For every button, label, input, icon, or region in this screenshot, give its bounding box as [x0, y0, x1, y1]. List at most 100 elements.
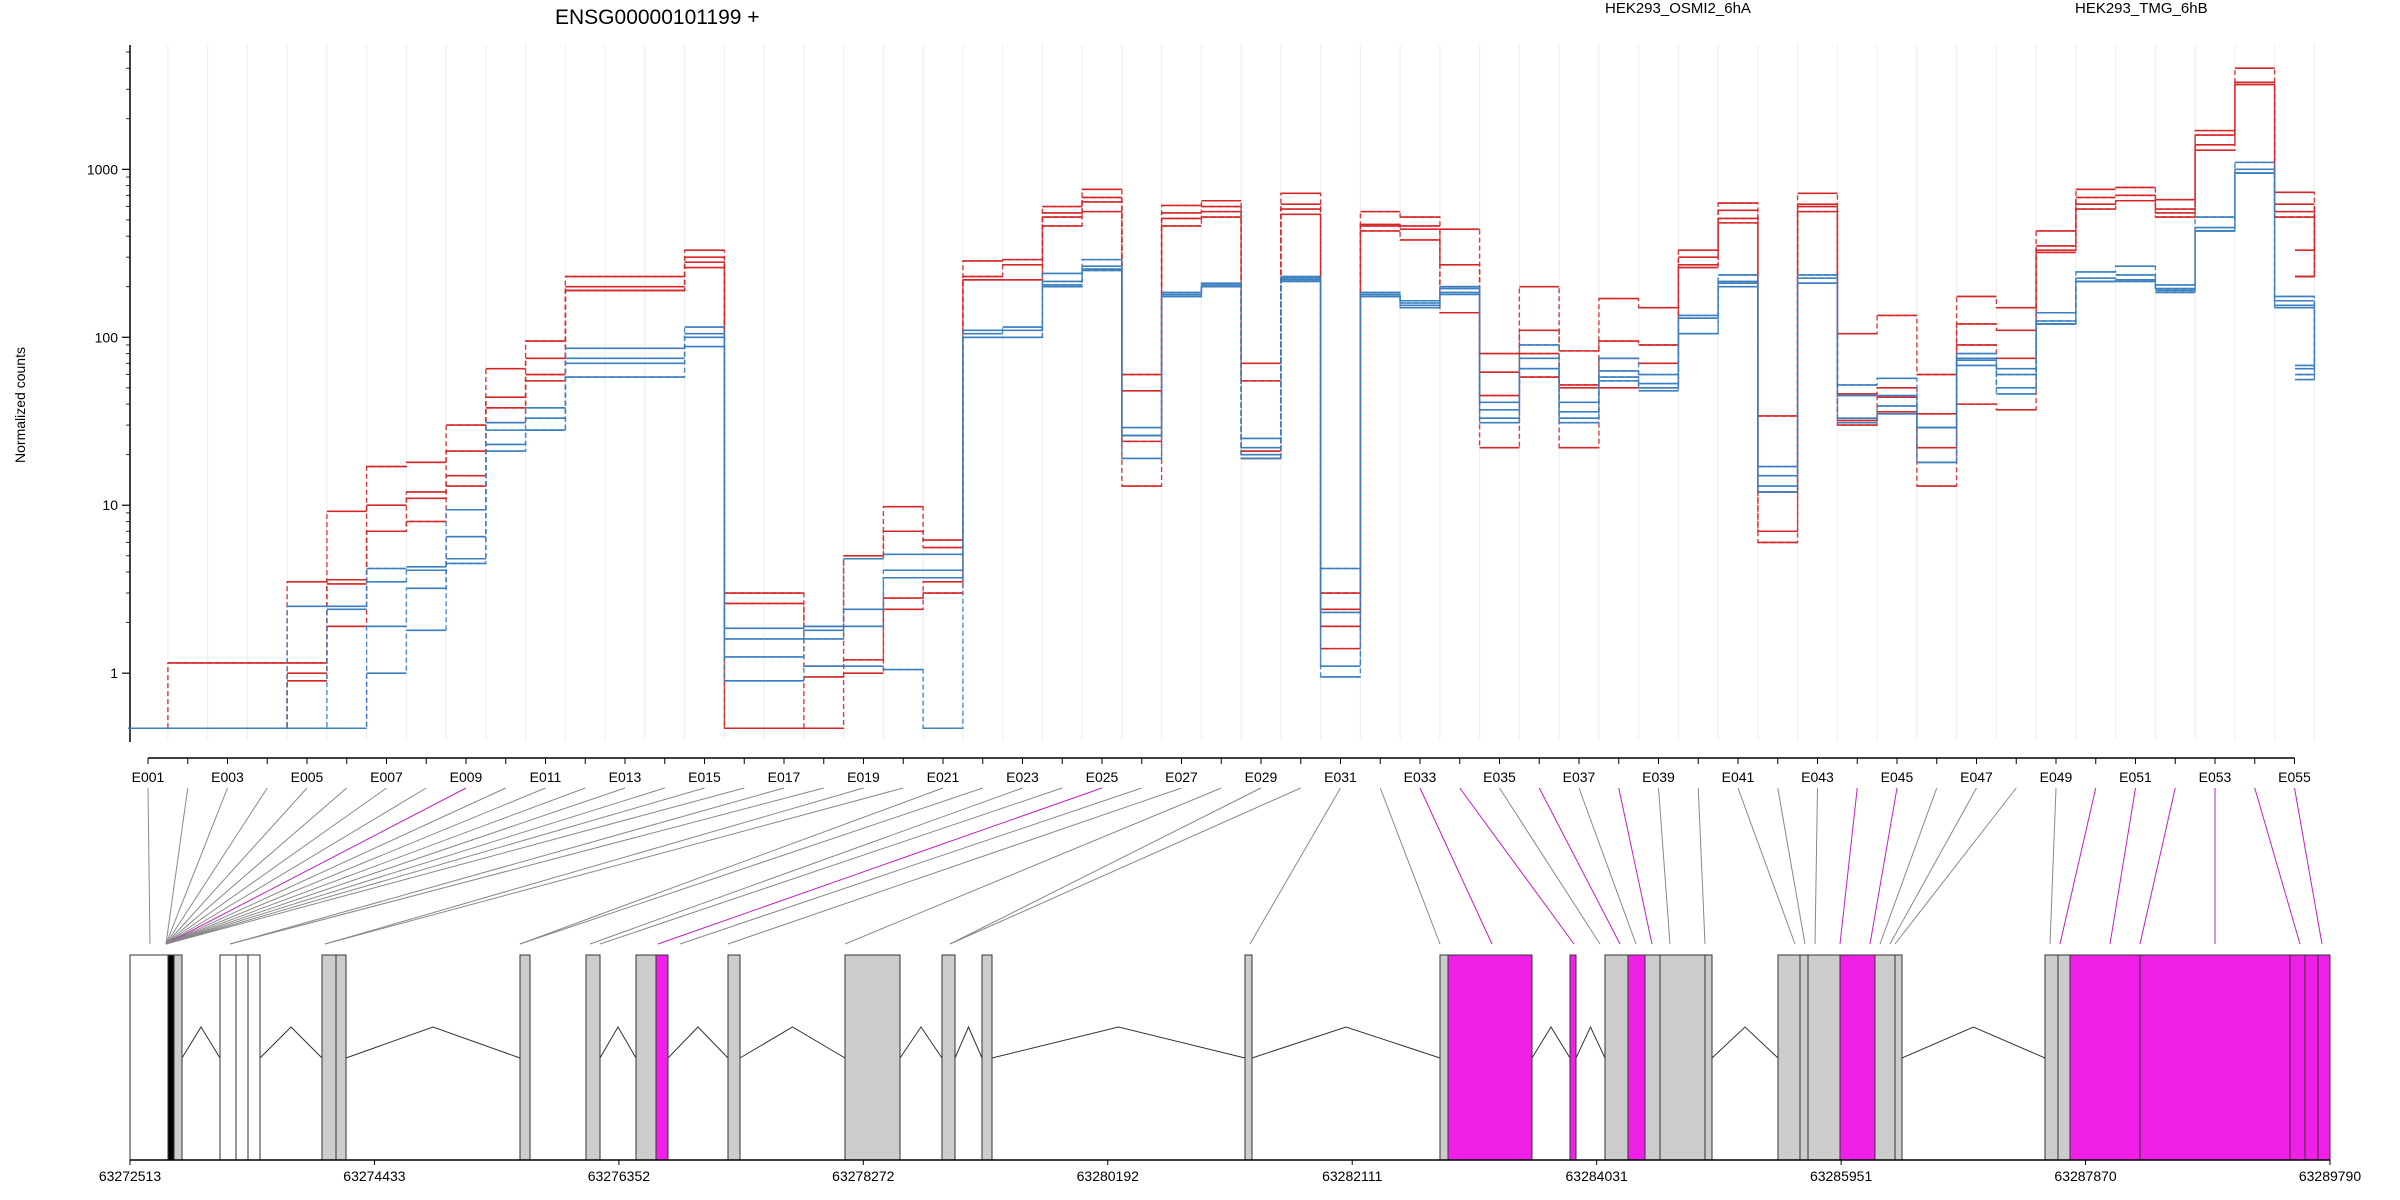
exon-box [1439, 954, 1449, 1161]
x-tick-label: E023 [1006, 769, 1039, 785]
exon-connector [165, 787, 387, 945]
x-tick-label: E013 [609, 769, 642, 785]
intron-line [181, 1026, 221, 1059]
exon-connector-lines [147, 787, 2323, 945]
series-sample-line [128, 168, 2316, 729]
exon-connector [1737, 787, 1796, 945]
exon-box [321, 954, 337, 1161]
exon-box [1839, 954, 1876, 1161]
exon-connector [1419, 787, 1493, 945]
exon-connector [324, 787, 864, 945]
legend-entry-tmg: HEK293_TMG_6hB [2075, 0, 2208, 17]
genomic-tick-label: 63284031 [1566, 1168, 1629, 1184]
x-tick-label: E047 [1960, 769, 1993, 785]
exon-connector [165, 787, 665, 945]
intron-line [739, 1026, 846, 1059]
exon-box [1644, 954, 1661, 1161]
genomic-tick-label: 63282111 [1322, 1168, 1382, 1184]
y-tick-label: 1 [110, 665, 118, 681]
exon-box [1659, 954, 1706, 1161]
exon-connector [1889, 787, 1977, 945]
x-tick-label: E027 [1165, 769, 1198, 785]
exon-connector [1379, 787, 1441, 945]
exon-connector [1869, 787, 1898, 945]
exon-box [247, 954, 261, 1161]
exon-connector [229, 787, 824, 945]
exon-connector [2059, 787, 2097, 945]
intron-line [899, 1026, 943, 1059]
exon-connector [1658, 787, 1671, 945]
x-tick-label: E011 [530, 769, 562, 785]
exon-connector [2254, 787, 2301, 945]
exon-box [2304, 954, 2319, 1161]
exon-box [235, 954, 249, 1161]
exon-connector [599, 787, 1063, 945]
exon-connector [519, 787, 983, 945]
exon-connector [1249, 787, 1341, 945]
y-tick-label: 100 [95, 329, 119, 345]
exon-box [635, 954, 657, 1161]
exon-connector [165, 787, 546, 945]
plot-gridlines [167, 45, 2315, 740]
exon-box [727, 954, 741, 1161]
y-tick-label: 10 [102, 497, 118, 513]
x-tick-label: E051 [2119, 769, 2152, 785]
genomic-tick-label: 63289790 [2299, 1168, 2362, 1184]
x-tick-label: E053 [2199, 769, 2232, 785]
exon-connector [147, 787, 151, 945]
series-sample-line [128, 83, 2316, 729]
exon-box [2044, 954, 2059, 1161]
exon-connector [229, 787, 785, 945]
exon-box [1874, 954, 1896, 1161]
x-tick-label: E017 [768, 769, 801, 785]
exon-box [2139, 954, 2291, 1161]
exon-box [844, 954, 901, 1161]
intron-line [1251, 1026, 1441, 1059]
exon-box [941, 954, 956, 1161]
exon-box [1807, 954, 1841, 1161]
x-tick-label: E049 [2040, 769, 2073, 785]
exon-connector [165, 787, 626, 945]
exon-connector [165, 787, 348, 945]
genomic-tick-label: 63276352 [588, 1168, 651, 1184]
exon-box [219, 954, 237, 1161]
genomic-tick-label: 63274433 [343, 1168, 406, 1184]
x-tick-label: E033 [1404, 769, 1437, 785]
exon-box [1569, 954, 1577, 1161]
exon-connector [949, 787, 1262, 945]
x-tick-label: E025 [1086, 769, 1119, 785]
intron-line [1575, 1025, 1606, 1059]
intron-line [991, 1026, 1246, 1059]
exon-connector [165, 787, 705, 945]
exon-connector [1538, 787, 1621, 945]
exon-box [1627, 954, 1646, 1161]
x-tick-label: E037 [1563, 769, 1596, 785]
x-tick-label: E001 [132, 769, 165, 785]
x-tick-label: E009 [450, 769, 483, 785]
x-tick-label: E005 [291, 769, 324, 785]
exon-box [1244, 954, 1253, 1161]
gene-model-track [129, 954, 2331, 1161]
exon-box [655, 954, 669, 1161]
chart-title: ENSG00000101199 + [555, 6, 760, 29]
x-tick-label: E045 [1881, 769, 1914, 785]
exon-box [129, 954, 169, 1161]
genomic-tick-label: 63285951 [1810, 1168, 1873, 1184]
exon-connector [519, 787, 944, 945]
series-lines [128, 67, 2316, 730]
exon-box [2289, 954, 2306, 1161]
exon-connector [324, 787, 904, 945]
exon-box [173, 954, 183, 1161]
intron-line [667, 1026, 729, 1059]
series-sample-line [128, 172, 2316, 729]
exon-box [1777, 954, 1801, 1161]
exon-box [2069, 954, 2141, 1161]
x-tick-label: E055 [2278, 769, 2311, 785]
exon-connector [2109, 787, 2136, 945]
exon-connector [165, 787, 268, 945]
exon-box [1604, 954, 1629, 1161]
genomic-tick-label: 63278272 [832, 1168, 895, 1184]
exon-connector [589, 787, 1023, 945]
exon-box [519, 954, 531, 1161]
